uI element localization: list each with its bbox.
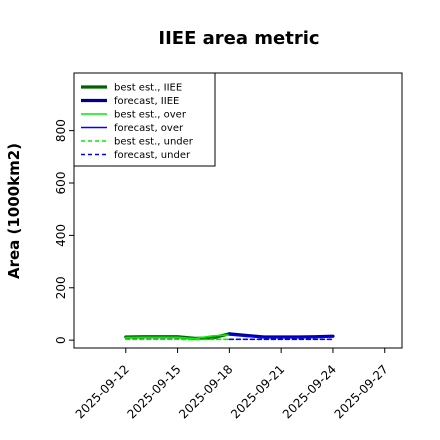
legend: best est., IIEE forecast, IIEE best est., …: [73, 72, 216, 167]
legend-label: best est., IIEE: [114, 83, 182, 94]
series-line-2: [124, 334, 231, 340]
x-tick-label: 2025-09-24: [280, 362, 339, 421]
x-tick-label: 2025-09-15: [124, 362, 183, 421]
y-tick-label: 400: [54, 224, 68, 247]
legend-label: best est., under: [114, 137, 194, 148]
y-axis-label: Area (1000km2): [5, 143, 23, 279]
y-tick-label: 0: [54, 336, 68, 344]
series-layer: [124, 332, 335, 341]
plot-frame: [73, 72, 403, 349]
y-axis: 0 200 400 600 800: [54, 119, 74, 344]
series-line-3: [228, 334, 334, 339]
chart-title: IIEE area metric: [158, 28, 319, 49]
x-tick-label: 2025-09-18: [176, 362, 235, 421]
x-tick-label: 2025-09-27: [332, 362, 391, 421]
legend-label: forecast, under: [114, 150, 191, 161]
y-tick-label: 200: [54, 276, 68, 299]
x-tick-label: 2025-09-21: [228, 362, 287, 421]
legend-label: best est., over: [114, 110, 187, 121]
x-tick-label: 2025-09-12: [73, 362, 132, 421]
legend-label: forecast, IIEE: [114, 96, 179, 107]
y-tick-label: 600: [54, 172, 68, 195]
y-tick-label: 800: [54, 119, 68, 142]
x-axis: 2025-09-122025-09-152025-09-182025-09-21…: [73, 348, 391, 421]
legend-label: forecast, over: [114, 123, 184, 134]
